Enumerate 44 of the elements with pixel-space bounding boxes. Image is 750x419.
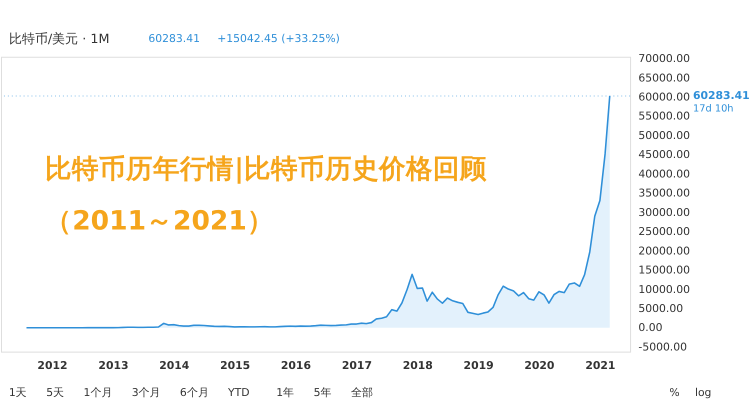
y-tick-label: 60000.00 — [638, 90, 690, 104]
text: 比特币/美元 · 1M — [8, 30, 110, 47]
y-tick-label: 25000.00 — [638, 225, 690, 238]
text: 3个月 — [132, 386, 161, 399]
text: 5天 — [46, 386, 64, 399]
x-tick-label: 2012 — [37, 358, 68, 372]
text: 1年 — [276, 386, 294, 399]
text: 6个月 — [180, 386, 209, 399]
y-tick-label: 45000.00 — [638, 148, 690, 162]
y-tick-label: 50000.00 — [638, 128, 690, 142]
y-tick-label: 30000.00 — [638, 206, 690, 219]
x-tick-label: 2019 — [464, 358, 494, 372]
y-tick-label: 35000.00 — [638, 186, 690, 200]
y-tick-label: 65000.00 — [638, 71, 690, 84]
text: 17d 10h — [692, 104, 734, 115]
y-tick-label: 10000.00 — [638, 282, 690, 296]
y-tick-label: -5000.00 — [638, 340, 688, 354]
text: +15042.45 (+33.25%) — [217, 32, 340, 45]
x-tick-label: 2018 — [402, 358, 433, 372]
text: % — [669, 386, 680, 399]
x-tick-label: 2015 — [220, 358, 250, 372]
x-tick-label: 2014 — [159, 358, 190, 372]
y-tick-label: 5000.00 — [638, 302, 684, 315]
ref-line-label: 60283.41 — [692, 88, 750, 102]
y-tick-label: 20000.00 — [638, 244, 690, 258]
x-tick-label: 2016 — [280, 358, 311, 372]
text: YTD — [227, 386, 250, 399]
y-tick-label: 40000.00 — [638, 167, 690, 180]
y-tick-label: 70000.00 — [638, 52, 690, 66]
text: 60283.41 — [148, 32, 200, 45]
text: 比特币历年行情|比特币历史价格回顾 — [45, 154, 488, 185]
y-tick-label: 0.00 — [638, 321, 663, 334]
x-tick-label: 2013 — [98, 358, 128, 372]
y-tick-label: 15000.00 — [638, 264, 690, 277]
text: （2011～2021） — [45, 206, 274, 237]
x-tick-label: 2017 — [342, 358, 372, 372]
text: 1个月 — [84, 386, 112, 399]
text: 5年 — [314, 386, 332, 399]
x-tick-label: 2020 — [524, 358, 554, 372]
y-tick-label: 55000.00 — [638, 110, 690, 123]
text: 1天 — [8, 386, 27, 399]
x-tick-label: 2021 — [585, 358, 616, 372]
text: log — [694, 386, 712, 399]
text: 全部 — [350, 386, 373, 399]
